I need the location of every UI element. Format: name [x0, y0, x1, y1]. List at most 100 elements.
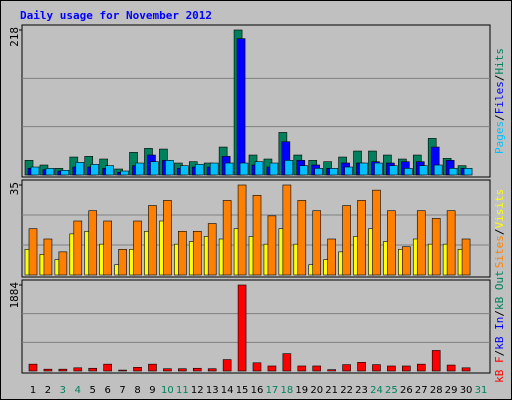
bar — [192, 367, 202, 372]
x-tick-label: 19 — [295, 385, 308, 396]
bar — [73, 367, 83, 372]
bar — [327, 238, 336, 276]
bar — [192, 230, 202, 276]
bar — [267, 215, 277, 276]
legend-entry: Files — [493, 81, 506, 114]
bar — [267, 365, 277, 372]
bar — [416, 210, 426, 276]
bar — [237, 184, 247, 276]
y-tick-label: 218 — [8, 27, 21, 47]
bar — [165, 160, 174, 176]
x-tick-label: 7 — [119, 385, 125, 396]
bar — [90, 164, 100, 176]
legend-separator: / — [493, 75, 506, 82]
bar — [236, 38, 246, 176]
x-tick-label: 23 — [355, 385, 368, 396]
bar — [327, 369, 336, 372]
x-tick-label: 22 — [340, 385, 353, 396]
legend-entry: Pages — [493, 121, 506, 154]
bar — [207, 368, 217, 372]
bar — [463, 168, 473, 176]
x-tick-label: 24 — [370, 385, 383, 396]
x-tick-label: 2 — [45, 385, 51, 396]
legend-entry: Visits — [493, 189, 506, 229]
bar — [389, 165, 398, 176]
bar — [342, 364, 351, 372]
bar — [239, 162, 249, 176]
x-tick-label: 8 — [134, 385, 140, 396]
bar — [448, 168, 458, 176]
x-tick-label: 27 — [415, 385, 428, 396]
bar — [387, 210, 396, 276]
bar — [30, 166, 40, 176]
bar — [28, 228, 38, 276]
bar — [416, 363, 426, 372]
legend-entry: kB Out — [493, 270, 506, 310]
x-tick-label: 15 — [236, 385, 249, 396]
bar — [461, 238, 471, 276]
bar — [105, 165, 114, 176]
bar — [374, 162, 383, 176]
x-tick-label: 11 — [176, 385, 189, 396]
bar — [150, 161, 159, 176]
bar — [60, 170, 70, 176]
panel — [21, 279, 491, 374]
legend-separator: / — [493, 310, 506, 317]
bar — [43, 368, 53, 372]
x-tick-label: 16 — [251, 385, 264, 396]
bar — [88, 367, 98, 372]
x-tick-label: 9 — [149, 385, 155, 396]
bar — [118, 369, 127, 372]
bar — [75, 162, 85, 176]
bar — [178, 368, 187, 372]
bar — [163, 368, 172, 372]
x-tick-label: 21 — [325, 385, 338, 396]
x-tick-label: 25 — [385, 385, 398, 396]
x-tick-label: 17 — [266, 385, 279, 396]
bar — [252, 194, 262, 276]
bar — [148, 205, 157, 276]
bar — [222, 359, 232, 372]
bar — [88, 210, 98, 276]
bar — [43, 238, 53, 276]
x-tick-label: 13 — [206, 385, 219, 396]
bar — [297, 200, 307, 276]
legend-separator: / — [493, 229, 506, 236]
chart-title: Daily usage for November 2012 — [20, 9, 212, 22]
legend-entry: kB F — [493, 356, 506, 383]
bar — [433, 164, 443, 176]
bar — [359, 162, 368, 176]
x-tick-label: 1 — [30, 385, 36, 396]
bar — [312, 365, 322, 372]
x-tick-label: 30 — [460, 385, 473, 396]
bar — [252, 362, 262, 372]
bar — [431, 218, 441, 276]
bar — [357, 200, 366, 276]
bar — [282, 353, 292, 372]
x-tick-label: 12 — [191, 385, 204, 396]
bar — [312, 210, 322, 276]
bar — [282, 184, 292, 276]
bar — [148, 363, 157, 372]
bar — [387, 365, 396, 372]
bar — [103, 363, 112, 372]
bar — [297, 365, 307, 372]
bar — [120, 170, 129, 176]
x-tick-label: 5 — [90, 385, 96, 396]
bar — [163, 200, 172, 276]
bar — [431, 350, 441, 372]
y-tick-label: 35 — [8, 182, 21, 195]
bar — [314, 168, 324, 176]
bar — [118, 248, 127, 276]
bar — [135, 162, 144, 176]
legend: Pages/Files/Hits — [493, 48, 506, 154]
bar — [372, 364, 381, 372]
bar — [133, 367, 142, 372]
bar — [269, 162, 279, 176]
x-tick-label: 31 — [475, 385, 488, 396]
bar — [418, 165, 428, 176]
legend-entry: kB In — [493, 317, 506, 350]
legend-entry: Sites — [493, 235, 506, 268]
legend: Sites/Visits — [493, 189, 506, 269]
